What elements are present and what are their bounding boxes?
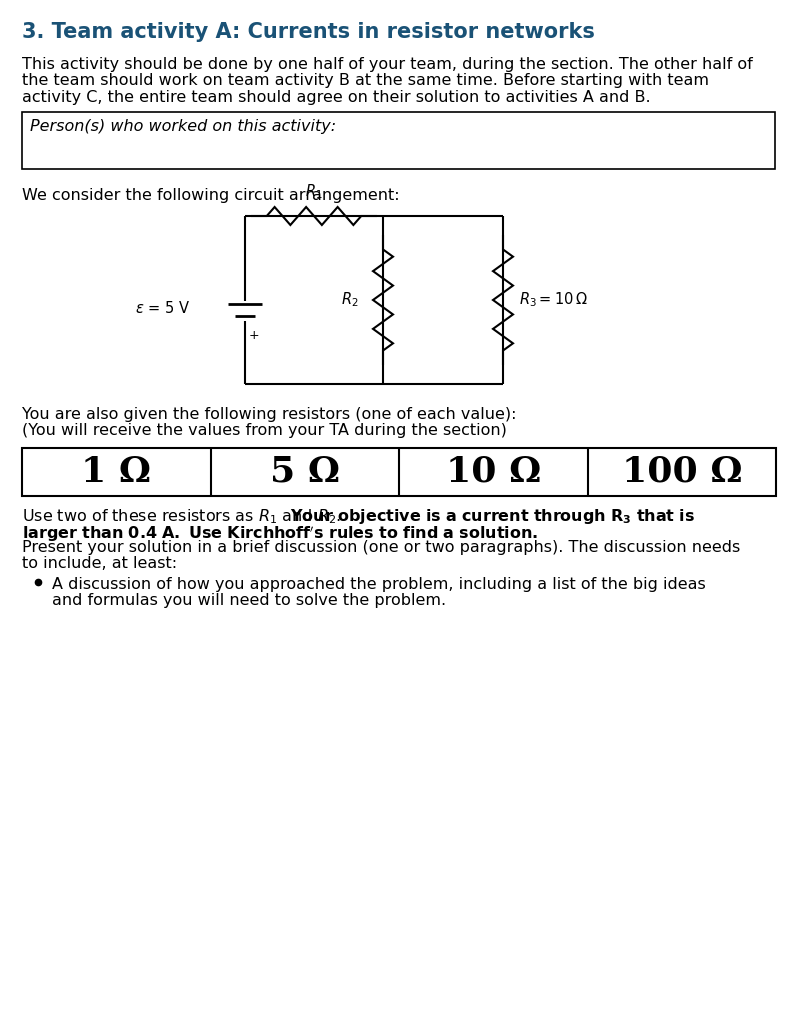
Text: $\bf{larger\ than\ 0.4\ A.\ Use\ Kirchhoff's\ rules\ to\ find\ a\ solution.}$: $\bf{larger\ than\ 0.4\ A.\ Use\ Kirchho…: [22, 523, 539, 544]
Text: 100 Ω: 100 Ω: [622, 455, 742, 489]
Text: We consider the following circuit arrangement:: We consider the following circuit arrang…: [22, 188, 400, 203]
Bar: [22, 449, 776, 496]
Text: to include, at least:: to include, at least:: [22, 556, 177, 571]
Text: $R_2$: $R_2$: [341, 291, 359, 309]
Text: 3. Team activity A: Currents in resistor networks: 3. Team activity A: Currents in resistor…: [22, 22, 595, 42]
Text: $R_3 = 10\,\Omega$: $R_3 = 10\,\Omega$: [519, 291, 587, 309]
Text: activity C, the entire team should agree on their solution to activities A and B: activity C, the entire team should agree…: [22, 90, 650, 105]
Text: $\varepsilon$ = 5 V: $\varepsilon$ = 5 V: [135, 300, 190, 316]
Text: the team should work on team activity B at the same time. Before starting with t: the team should work on team activity B …: [22, 74, 709, 88]
Text: A discussion of how you approached the problem, including a list of the big idea: A discussion of how you approached the p…: [52, 577, 706, 592]
Text: 1 Ω: 1 Ω: [81, 455, 151, 489]
Text: $R_1$: $R_1$: [305, 182, 323, 201]
Text: $\bf{Your\ objective\ is\ a\ current\ through}$ $\mathbf{R_3}$ $\bf{that\ is}$: $\bf{Your\ objective\ is\ a\ current\ th…: [290, 507, 695, 526]
Text: You are also given the following resistors (one of each value):: You are also given the following resisto…: [22, 407, 516, 422]
Text: 5 Ω: 5 Ω: [270, 455, 340, 489]
Bar: [22, 112, 775, 169]
Text: +: +: [249, 329, 260, 342]
Text: (You will receive the values from your TA during the section): (You will receive the values from your T…: [22, 424, 507, 438]
Text: This activity should be done by one half of your team, during the section. The o: This activity should be done by one half…: [22, 57, 753, 72]
Text: Present your solution in a brief discussion (one or two paragraphs). The discuss: Present your solution in a brief discuss…: [22, 540, 740, 555]
Text: 10 Ω: 10 Ω: [446, 455, 541, 489]
Text: Person(s) who worked on this activity:: Person(s) who worked on this activity:: [30, 119, 336, 134]
Text: and formulas you will need to solve the problem.: and formulas you will need to solve the …: [52, 594, 446, 608]
Text: Use two of these resistors as $R_1$ and $R_2$.: Use two of these resistors as $R_1$ and …: [22, 507, 343, 525]
